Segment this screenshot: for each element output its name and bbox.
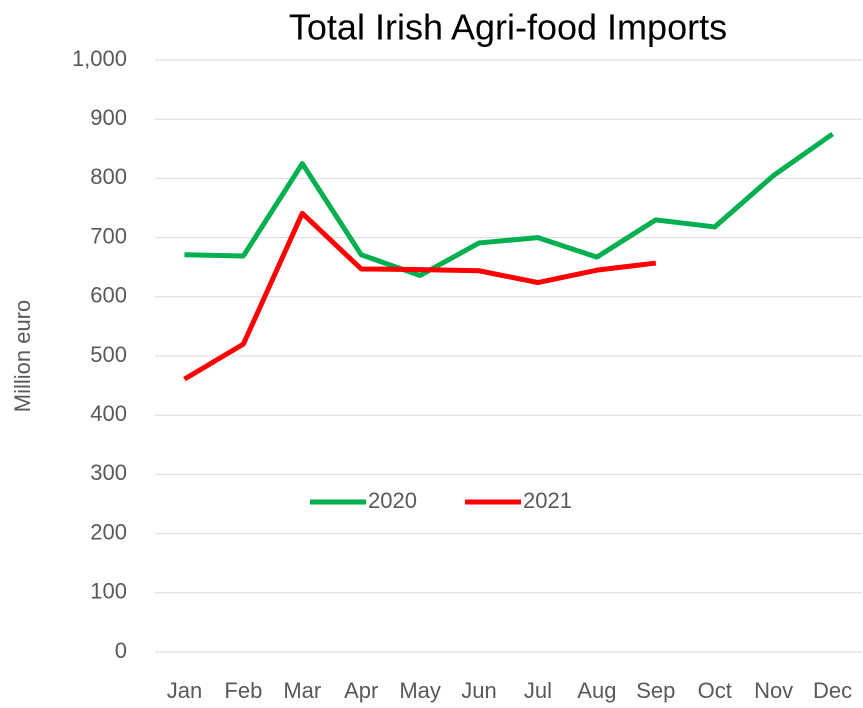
y-tick-label: 1,000 — [72, 46, 127, 71]
x-tick-label: Oct — [698, 678, 732, 703]
y-tick-label: 200 — [90, 519, 127, 544]
line-series — [184, 131, 834, 278]
x-tick-label: Nov — [754, 678, 793, 703]
y-tick-label: 800 — [90, 164, 127, 189]
x-tick-label: Dec — [813, 678, 852, 703]
chart-title: Total Irish Agri-food Imports — [289, 7, 727, 48]
y-tick-label: 100 — [90, 579, 127, 604]
legend-label: 2020 — [368, 488, 417, 513]
y-tick-label: 400 — [90, 401, 127, 426]
x-tick-label: May — [399, 678, 441, 703]
y-tick-label: 500 — [90, 342, 127, 367]
x-tick-label: Apr — [344, 678, 378, 703]
y-tick-label: 600 — [90, 283, 127, 308]
x-tick-label: Mar — [283, 678, 321, 703]
x-tick-label: Jan — [167, 678, 202, 703]
legend-label: 2021 — [523, 488, 572, 513]
line-series — [183, 210, 657, 382]
y-axis-label: Million euro — [10, 300, 35, 413]
x-tick-label: Sep — [636, 678, 675, 703]
y-tick-label: 0 — [115, 638, 127, 663]
x-tick-label: Jun — [461, 678, 496, 703]
y-tick-label: 700 — [90, 223, 127, 248]
x-tick-label: Feb — [224, 678, 262, 703]
y-tick-label: 300 — [90, 460, 127, 485]
y-tick-label: 900 — [90, 105, 127, 130]
x-tick-label: Jul — [524, 678, 552, 703]
x-tick-label: Aug — [577, 678, 616, 703]
